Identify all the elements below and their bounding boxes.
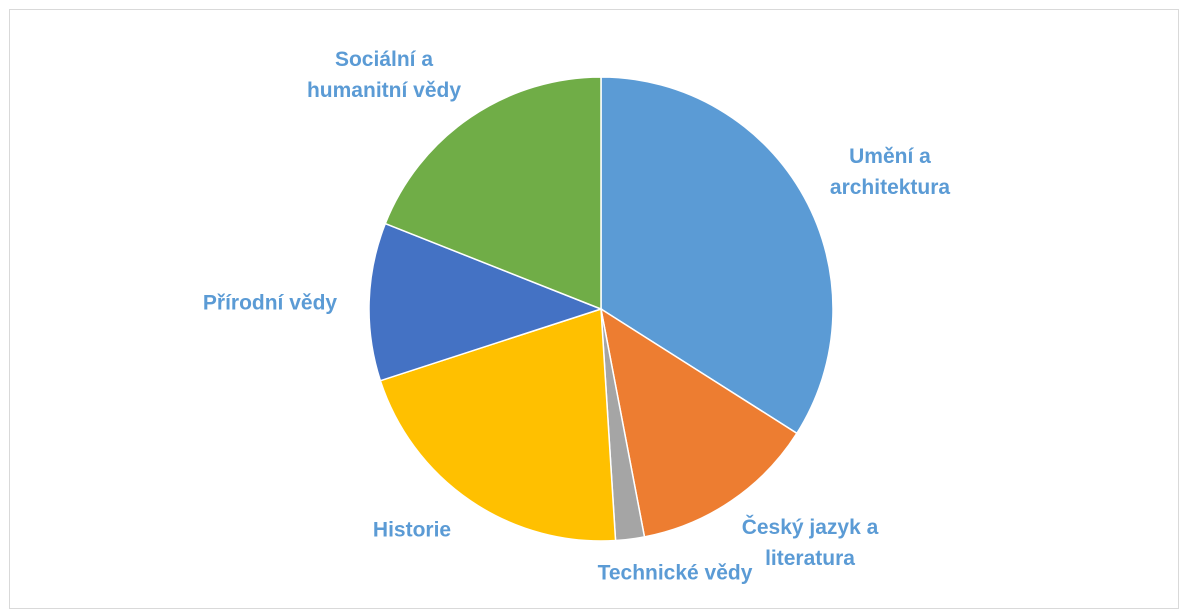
slice-label: Sociální a humanitní vědy <box>306 48 462 102</box>
pie-slice <box>600 76 834 435</box>
slice-label: Český jazyk a literatura <box>741 516 879 570</box>
pie-slice <box>384 76 602 311</box>
pie-slice <box>368 222 604 382</box>
slice-label: Přírodní vědy <box>202 291 338 315</box>
pie-slice <box>379 307 617 542</box>
slice-label: Historie <box>372 518 452 542</box>
pie-slice <box>599 307 798 538</box>
slice-label: Umění a architektura <box>829 145 951 199</box>
slice-label: Technické vědy <box>597 561 753 585</box>
